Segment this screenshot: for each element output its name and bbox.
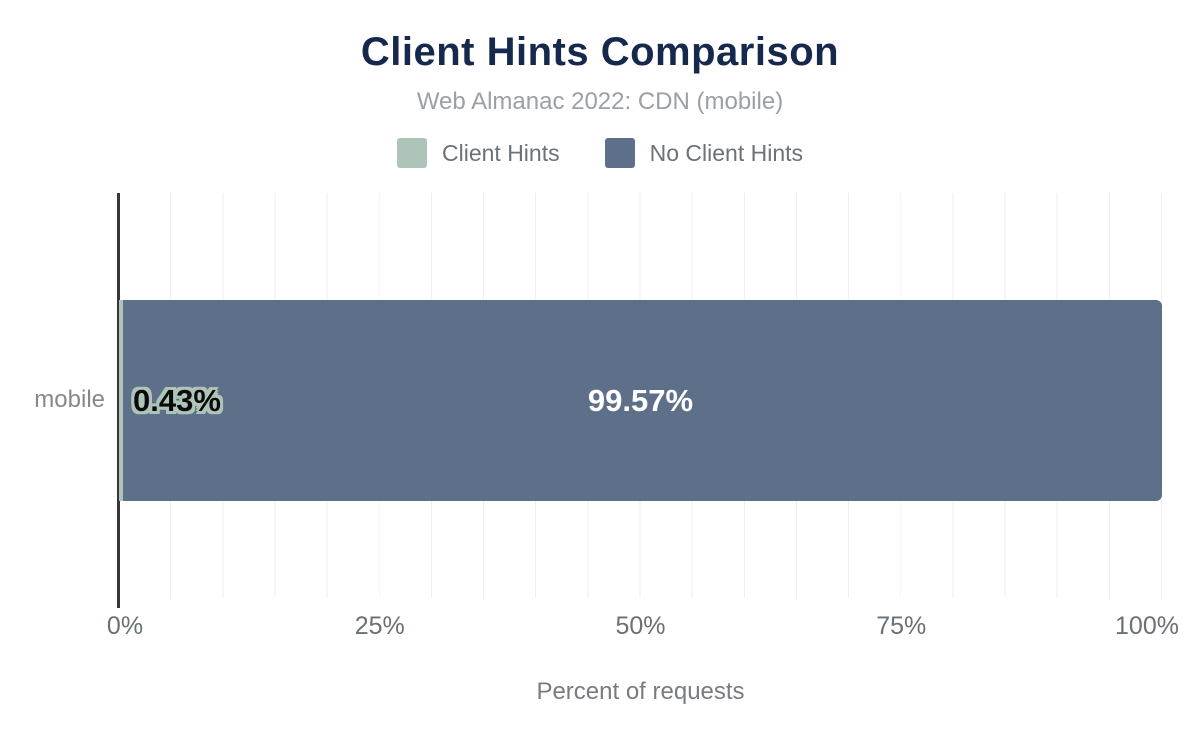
legend-item-client-hints: Client Hints: [397, 138, 560, 168]
legend-swatch-client-hints: [397, 138, 427, 168]
legend: Client Hints No Client Hints: [0, 138, 1200, 168]
x-axis-title: Percent of requests: [536, 678, 745, 705]
x-tick-25: 25%: [354, 612, 405, 640]
bar-row-mobile: 0.43% 99.57%: [119, 300, 1162, 501]
x-tick-50: 50%: [615, 612, 666, 640]
y-axis-line: [117, 193, 120, 608]
chart-title: Client Hints Comparison: [360, 30, 840, 74]
y-category-label-mobile: mobile: [34, 386, 105, 413]
plot-area: 0.43% 99.57%: [119, 193, 1162, 598]
chart-subtitle: Web Almanac 2022: CDN (mobile): [416, 88, 784, 115]
data-label-no-client-hints: 99.57%: [587, 382, 694, 418]
bar-segment-client-hints: [119, 300, 124, 501]
legend-label-no-client-hints: No Client Hints: [649, 140, 803, 166]
x-tick-75: 75%: [876, 612, 927, 640]
legend-swatch-no-client-hints: [604, 138, 635, 168]
x-axis-ticks: 0% 25% 50% 75% 100%: [107, 612, 1179, 642]
legend-label-client-hints: Client Hints: [442, 140, 560, 166]
bar-segment-no-client-hints: [123, 300, 1162, 501]
x-tick-0: 0%: [106, 612, 144, 640]
x-tick-100: 100%: [1115, 612, 1179, 640]
data-label-client-hints: 0.43%: [133, 382, 221, 418]
legend-item-no-client-hints: No Client Hints: [604, 138, 803, 168]
